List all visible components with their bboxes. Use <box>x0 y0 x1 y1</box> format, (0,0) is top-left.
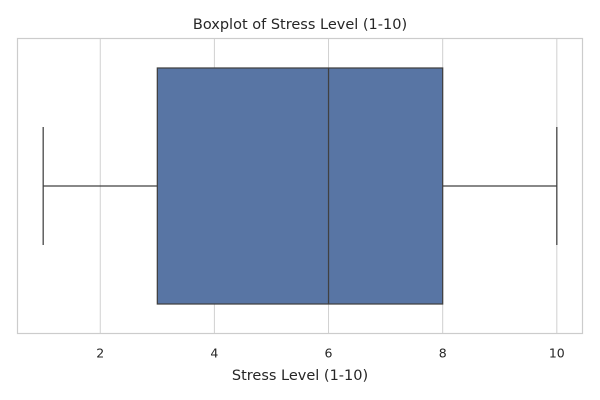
x-tick-label-2: 2 <box>96 346 104 361</box>
x-tick-labels: 2 4 6 8 10 <box>96 346 565 361</box>
x-tick-label-4: 4 <box>210 346 218 361</box>
box-group <box>42 67 558 305</box>
chart-title: Boxplot of Stress Level (1-10) <box>193 17 407 33</box>
iqr-box <box>156 67 444 305</box>
x-tick-label-10: 10 <box>549 346 565 361</box>
x-tick-label-8: 8 <box>439 346 447 361</box>
plot-frame <box>16 37 584 335</box>
x-axis-label: Stress Level (1-10) <box>232 368 368 384</box>
x-tick-label-6: 6 <box>325 346 333 361</box>
